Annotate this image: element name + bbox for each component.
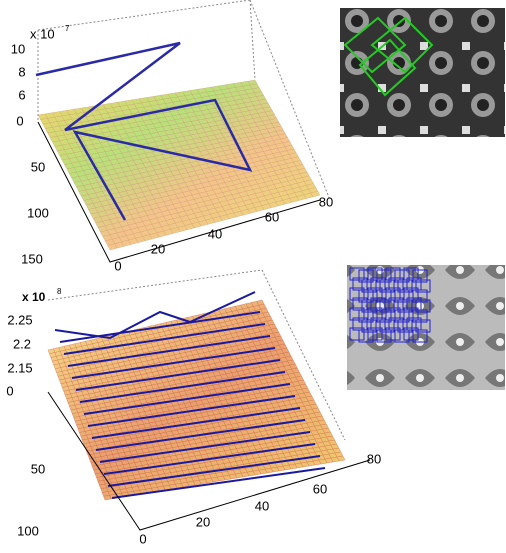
tick-label: 2.25	[7, 312, 32, 327]
tick-label: 0	[16, 113, 23, 128]
tick-label: 20	[196, 514, 210, 529]
tick-label: 40	[255, 498, 269, 513]
tick-label: 2.15	[7, 360, 32, 375]
tick-label: 6	[18, 87, 25, 102]
tick-label: 40	[208, 226, 222, 241]
tick-label: 50	[31, 461, 45, 476]
tick-label: 20	[151, 241, 165, 256]
axis-scale-exponent: 7	[65, 24, 70, 33]
tick-label: 50	[31, 159, 45, 174]
tick-label: 80	[367, 451, 381, 466]
tick-label: 0	[114, 258, 121, 273]
tick-label: 8	[18, 64, 25, 79]
tick-label: 80	[319, 194, 333, 209]
figure: x 1071086050100150020406080x 1082.252.22…	[0, 0, 506, 548]
axis-scale: x 10	[22, 290, 46, 304]
tick-label: 100	[27, 205, 49, 220]
top-image	[340, 8, 505, 137]
tick-label: 10	[11, 41, 25, 56]
tick-label: 60	[265, 209, 279, 224]
tick-label: 60	[313, 481, 327, 496]
tick-label: 100	[17, 523, 39, 538]
tick-label: 0	[139, 531, 146, 546]
tick-label: 150	[21, 251, 43, 266]
axis-scale-exponent: 8	[57, 287, 62, 296]
tick-label: 0	[6, 383, 13, 398]
axis-scale: x 10	[30, 26, 55, 41]
tick-label: 2.2	[13, 336, 31, 351]
